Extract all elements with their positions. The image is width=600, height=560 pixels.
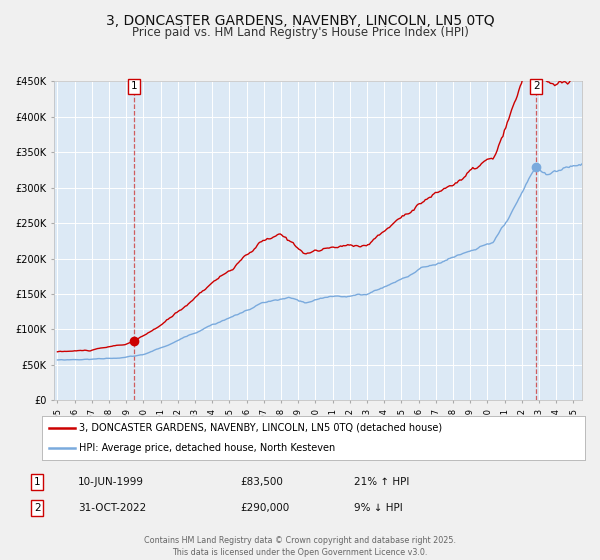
Text: £83,500: £83,500	[240, 477, 283, 487]
Text: 1: 1	[34, 477, 41, 487]
Text: £290,000: £290,000	[240, 503, 289, 513]
Text: 21% ↑ HPI: 21% ↑ HPI	[354, 477, 409, 487]
Text: Contains HM Land Registry data © Crown copyright and database right 2025.
This d: Contains HM Land Registry data © Crown c…	[144, 536, 456, 557]
Text: 1: 1	[130, 81, 137, 91]
Text: 2: 2	[533, 81, 539, 91]
Text: 10-JUN-1999: 10-JUN-1999	[78, 477, 144, 487]
Text: 9% ↓ HPI: 9% ↓ HPI	[354, 503, 403, 513]
Text: Price paid vs. HM Land Registry's House Price Index (HPI): Price paid vs. HM Land Registry's House …	[131, 26, 469, 39]
Text: HPI: Average price, detached house, North Kesteven: HPI: Average price, detached house, Nort…	[79, 443, 335, 453]
Text: 3, DONCASTER GARDENS, NAVENBY, LINCOLN, LN5 0TQ: 3, DONCASTER GARDENS, NAVENBY, LINCOLN, …	[106, 14, 494, 28]
Text: 3, DONCASTER GARDENS, NAVENBY, LINCOLN, LN5 0TQ (detached house): 3, DONCASTER GARDENS, NAVENBY, LINCOLN, …	[79, 423, 442, 433]
Text: 31-OCT-2022: 31-OCT-2022	[78, 503, 146, 513]
Text: 2: 2	[34, 503, 41, 513]
